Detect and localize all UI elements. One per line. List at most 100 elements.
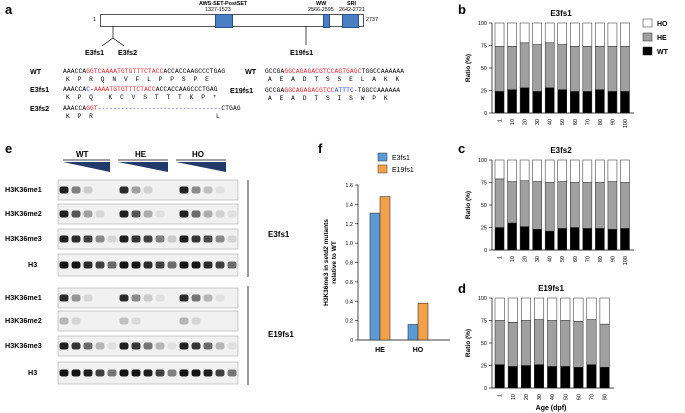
blot-band bbox=[143, 210, 153, 218]
dilution-wedge bbox=[63, 162, 110, 172]
y-tick-label: 100 bbox=[478, 21, 487, 27]
legend-label-ho: HO bbox=[657, 21, 668, 28]
y-tick-label: 50 bbox=[481, 203, 487, 209]
legend-swatch-he bbox=[642, 32, 653, 42]
blot-band bbox=[107, 342, 117, 350]
protein-start: 1 bbox=[93, 17, 96, 23]
stacked-bar-he bbox=[620, 46, 630, 92]
panel-d-chart: E19fs1 0 25 50 75 100 Ratio (%) 1 10 20 30 40 50 60 70… bbox=[465, 284, 614, 412]
blot-band bbox=[71, 261, 81, 269]
blot-band bbox=[59, 186, 69, 194]
stacked-bar-he bbox=[532, 44, 542, 92]
stacked-bar-he bbox=[582, 46, 593, 92]
stacked-bar-wt bbox=[494, 227, 505, 251]
bar-e3fs1-ho bbox=[407, 324, 419, 341]
blot-band bbox=[83, 261, 93, 269]
blot-band bbox=[119, 235, 129, 243]
blot-row-label: H3K36me1 bbox=[5, 293, 42, 302]
stacked-bar-ho bbox=[534, 297, 545, 320]
legend-swatch-e19fs1 bbox=[377, 164, 388, 174]
mutation-site-lines bbox=[101, 26, 307, 47]
stacked-bar-ho bbox=[582, 22, 593, 47]
blot-band bbox=[179, 317, 189, 325]
blot-band bbox=[131, 369, 141, 377]
blot-band bbox=[191, 317, 201, 325]
stacked-bar-wt bbox=[494, 364, 505, 389]
blot-row-label: H3K36me3 bbox=[5, 341, 42, 350]
seq-label-e19fs1: E19fs1 bbox=[230, 86, 254, 95]
blot-band bbox=[155, 261, 165, 269]
stacked-bar-ho bbox=[573, 297, 584, 322]
stacked-bar-wt bbox=[532, 91, 542, 114]
seq-e3fs1: AAACCAC-AAAATGTGTTTCTACCACCACCAAGCCCTGAG bbox=[63, 86, 218, 93]
stacked-bar-wt bbox=[507, 89, 517, 114]
domain-sri bbox=[342, 14, 359, 28]
blot-band bbox=[203, 186, 213, 194]
x-tick-label: HO bbox=[413, 347, 424, 354]
blot-row-label: H3K36me2 bbox=[5, 209, 42, 218]
y-axis-label: Ratio (%) bbox=[465, 329, 472, 357]
panel-label-b: b bbox=[458, 2, 466, 17]
x-tick-label: 10 bbox=[510, 119, 516, 125]
blot-band bbox=[71, 210, 81, 218]
blot-band bbox=[203, 294, 213, 302]
blot-band bbox=[215, 369, 225, 377]
panel-label-e: e bbox=[5, 141, 13, 156]
stacked-bar-wt bbox=[494, 91, 505, 114]
stacked-bar-wt bbox=[620, 91, 630, 114]
blot-band bbox=[59, 369, 69, 377]
blot-band bbox=[203, 210, 213, 218]
domain-label-aws: AWS-SET-PostSET bbox=[199, 1, 248, 7]
blot-band bbox=[71, 342, 81, 350]
blot-band bbox=[95, 342, 105, 350]
seq-label-wt-right: WT bbox=[245, 67, 257, 76]
blot-band bbox=[71, 235, 81, 243]
x-tick-label: 10 bbox=[510, 256, 516, 262]
stacked-bar-he bbox=[547, 320, 558, 367]
seq-e3fs2: AAACCAGGT-------------------------------… bbox=[63, 105, 241, 112]
blot-band bbox=[119, 317, 129, 325]
blot-band bbox=[83, 235, 93, 243]
stacked-bar-he bbox=[534, 319, 545, 365]
blot-band bbox=[227, 235, 237, 243]
blot-band bbox=[83, 294, 93, 302]
y-tick-label: 25 bbox=[481, 89, 487, 95]
blot-band bbox=[143, 235, 153, 243]
blot-band bbox=[59, 261, 69, 269]
stacked-bar-ho bbox=[494, 297, 505, 321]
x-tick-label: 80 bbox=[598, 119, 604, 125]
blot-group-he: HE bbox=[135, 150, 147, 159]
blot-row-label: H3K36me1 bbox=[5, 185, 42, 194]
blot-images bbox=[57, 159, 249, 385]
x-tick-label: 1 bbox=[498, 256, 504, 259]
blot-band bbox=[95, 210, 105, 218]
y-tick-label: 25 bbox=[481, 226, 487, 232]
blot-band bbox=[203, 342, 213, 350]
seq-label-e3fs2: E3fs2 bbox=[30, 104, 50, 113]
panel-c-chart: E3fs2 0 25 50 75 100 Ratio (%) 1 10 20 30 40 50 60 70 8… bbox=[465, 146, 634, 265]
dilution-wedge bbox=[176, 162, 226, 172]
blot-band bbox=[155, 210, 165, 218]
site-label-e19fs1: E19fs1 bbox=[290, 48, 314, 57]
blot-band bbox=[131, 235, 141, 243]
y-tick-label: 100 bbox=[478, 296, 487, 302]
x-tick-label: 40 bbox=[548, 256, 554, 262]
legend-swatch-e3fs1 bbox=[377, 152, 388, 162]
blot-group-wt: WT bbox=[76, 150, 89, 159]
y-tick-label: 0 bbox=[484, 248, 487, 254]
y-tick-label: 1.4 bbox=[345, 202, 353, 208]
stacked-bar-he bbox=[494, 320, 505, 365]
blot-band bbox=[227, 261, 237, 269]
stacked-bar-he bbox=[494, 46, 505, 92]
x-tick-label: HE bbox=[375, 347, 385, 354]
blot-strip bbox=[57, 310, 239, 332]
blot-band bbox=[215, 210, 225, 218]
blot-band bbox=[119, 342, 129, 350]
blot-band bbox=[167, 261, 177, 269]
panel-b-chart: E3fs1 0 25 50 75 100 Ratio (%) 1 10 20 30 40 50 60 70 8… bbox=[465, 9, 669, 128]
legend-label-e19fs1: E19fs1 bbox=[392, 167, 414, 174]
panel-label-d: d bbox=[458, 281, 466, 296]
stacked-bar-he bbox=[573, 321, 584, 368]
stacked-bar-ho bbox=[519, 159, 530, 181]
blot-band bbox=[191, 186, 201, 194]
